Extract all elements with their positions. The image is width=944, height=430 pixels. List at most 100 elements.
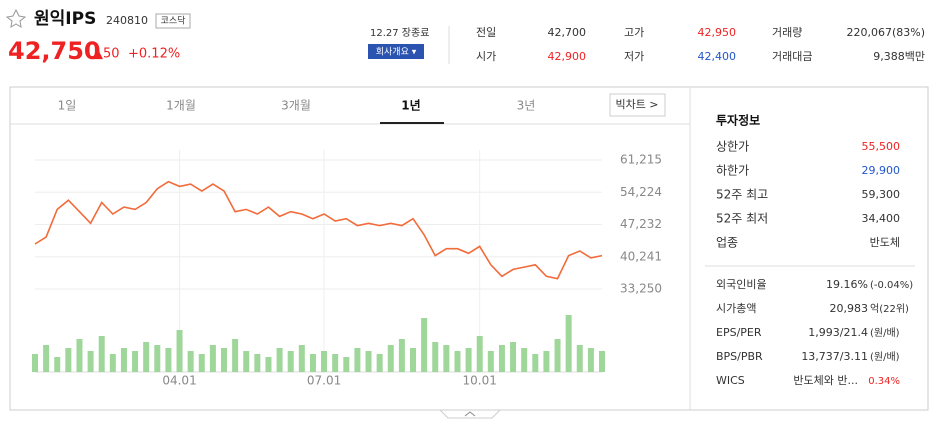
panel-label: 업종 [716, 236, 738, 250]
panel-label: EPS/PER [716, 326, 762, 339]
volume-bar [521, 348, 528, 372]
volume-bar [487, 351, 494, 372]
change-pct: +0.12% [128, 47, 180, 62]
volume-bar [599, 351, 605, 372]
x-tick-label: 10.01 [463, 374, 497, 388]
volume-bar [510, 342, 517, 372]
panel-unit: (원/배) [870, 327, 900, 339]
panel-value: 29,900 [862, 164, 901, 177]
big-chart-button[interactable] [609, 93, 666, 117]
volume-bar [398, 339, 405, 372]
volume-bar [376, 354, 383, 372]
volume-bar [32, 354, 38, 372]
tab[interactable]: 1일 [58, 99, 77, 113]
y-tick-label: 40,241 [620, 249, 662, 263]
panel-value: 55,500 [862, 140, 901, 153]
volume-bar [410, 348, 416, 372]
quote-value: 42,900 [548, 50, 587, 63]
big-chart-label: 빅차트 > [615, 98, 658, 111]
volume-bar [298, 345, 305, 372]
volume-bar [76, 339, 83, 372]
panel-value: 13,737/3.11 [801, 350, 868, 363]
company-button[interactable] [368, 44, 424, 59]
panel-value: 19.16% [826, 278, 868, 291]
volume-bar [309, 354, 316, 372]
volume-bar [332, 354, 339, 372]
panel-unit: (원/배) [870, 351, 900, 363]
volume-bar [187, 351, 194, 372]
panel-label: 52주 최저 [716, 212, 768, 226]
volume-bar [154, 345, 161, 372]
volume-bar [265, 357, 272, 372]
price-line [34, 180, 603, 280]
volume-bar [454, 351, 461, 372]
panel-label: 상한가 [716, 140, 749, 154]
y-tick-label: 61,215 [620, 152, 662, 166]
volume-bar [287, 351, 294, 372]
volume-bar [209, 345, 216, 372]
status: 12.27 장종료 [370, 27, 429, 39]
volume-bar [243, 351, 250, 372]
panel-label: 시가총액 [716, 302, 756, 315]
quote-value: 42,950 [698, 26, 737, 39]
volume-bar [54, 357, 61, 372]
quote-label: 전일 [476, 25, 496, 39]
volume-bar [254, 354, 261, 372]
stock-name: 원익IPS [34, 9, 96, 29]
volume-bar [587, 348, 594, 372]
panel-value: 1,993/21.4 [808, 326, 868, 339]
change: ▲50 [93, 47, 120, 62]
quote-label: 거래량 [772, 26, 802, 39]
panel-value: 34,400 [862, 212, 901, 225]
tab[interactable]: 1개월 [166, 99, 196, 113]
panel-title: 투자정보 [716, 113, 760, 128]
panel-label: WICS [716, 374, 745, 387]
volume-bar [565, 315, 572, 372]
market-label: 코스닥 [161, 16, 186, 27]
volume-bar [354, 348, 361, 372]
quote-label: 거래대금 [772, 50, 812, 63]
panel-label: 외국인비율 [716, 278, 767, 291]
quote-value: 42,700 [548, 26, 587, 39]
quote-value: 42,400 [698, 50, 737, 63]
stock-code: 240810 [106, 14, 148, 27]
volume-bar [276, 348, 283, 372]
volume-bar [176, 330, 183, 372]
volume-bar [532, 354, 539, 372]
volume-bar [165, 348, 172, 372]
tab[interactable]: 3개월 [281, 99, 311, 113]
panel-label: 하한가 [716, 164, 749, 178]
volume-bar [87, 351, 94, 372]
volume-bar [387, 345, 394, 372]
volume-bar [120, 348, 127, 372]
x-tick-label: 04.01 [162, 374, 196, 388]
volume-bar [465, 348, 472, 372]
volume-bar [498, 345, 505, 372]
volume-bar [232, 339, 239, 372]
volume-bar [543, 351, 550, 372]
volume-bar [65, 348, 72, 372]
tab[interactable]: 1년 [401, 99, 420, 113]
volume-bar [554, 339, 561, 372]
x-tick-label: 07.01 [307, 374, 341, 388]
volume-bar [432, 342, 439, 372]
collapse-arrow [464, 411, 476, 417]
volume-bar [443, 345, 450, 372]
panel-value: 반도체와 반... [793, 374, 858, 387]
panel-value: 59,300 [862, 188, 901, 201]
quote-label: 고가 [624, 26, 644, 39]
panel-label: BPS/PBR [716, 350, 763, 363]
volume-bar [98, 336, 105, 372]
market-badge [155, 13, 191, 29]
collapse-tab[interactable] [438, 409, 502, 419]
star-icon[interactable] [5, 8, 27, 28]
panel-value: 반도체 [870, 236, 900, 249]
volume-bar [365, 351, 372, 372]
quote-value: 220,067(83%) [846, 26, 925, 39]
y-tick-label: 54,224 [620, 185, 662, 199]
quote-value: 9,388백만 [873, 50, 925, 63]
tab[interactable]: 3년 [517, 99, 536, 113]
volume-bar [221, 348, 227, 372]
panel-label: 52주 최고 [716, 188, 768, 202]
